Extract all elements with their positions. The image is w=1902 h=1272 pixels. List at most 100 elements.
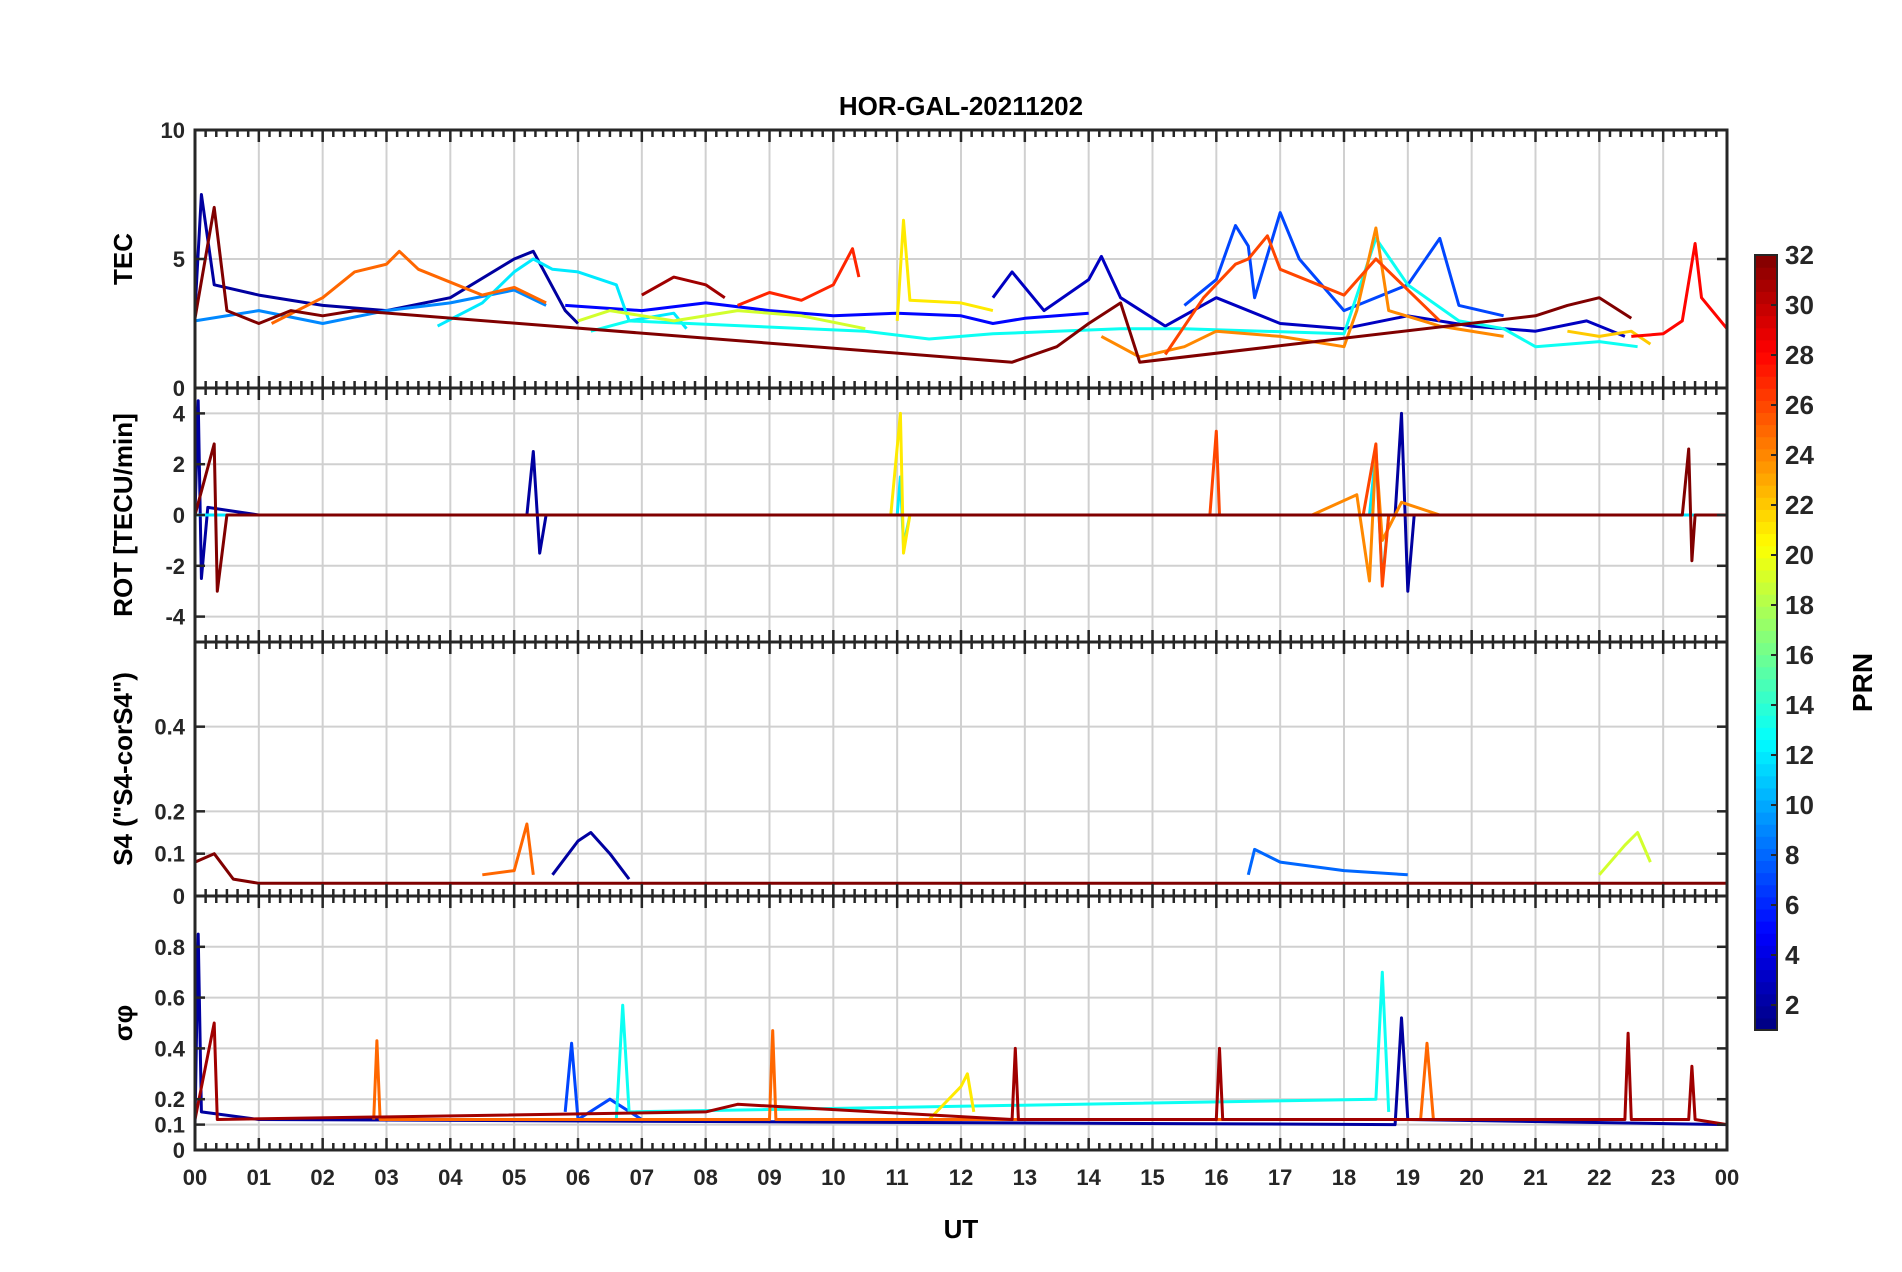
colorbar-segment (1755, 388, 1777, 401)
colorbar-segment (1755, 267, 1777, 280)
series-prn-21 (889, 411, 912, 555)
x-tick-label: 12 (949, 1165, 973, 1190)
series-prn-31 (641, 275, 726, 299)
colorbar-segment (1755, 884, 1777, 898)
colorbar-segment (1755, 981, 1777, 995)
series-prn-31 (193, 1021, 1728, 1127)
series-prn-5 (565, 301, 1089, 325)
x-tick-label: 18 (1332, 1165, 1356, 1190)
series-prn-13 (614, 970, 1391, 1120)
colorbar-tick-label: 22 (1785, 490, 1814, 520)
series-prn-32 (193, 205, 1633, 364)
colorbar-segment (1755, 933, 1777, 946)
colorbar-segment (1755, 497, 1777, 510)
colorbar-segment (1755, 799, 1777, 813)
colorbar-segment (1755, 872, 1777, 886)
colorbar-tick-label: 2 (1785, 990, 1799, 1020)
x-tick-label: 17 (1268, 1165, 1292, 1190)
y-axis-label: TEC (108, 233, 138, 285)
colorbar-tick-label: 20 (1785, 540, 1814, 570)
y-tick-label: 0 (173, 376, 185, 401)
colorbar-segment (1755, 908, 1777, 922)
colorbar-segment (1755, 545, 1777, 559)
colorbar-segment (1755, 727, 1777, 740)
colorbar-tick-label: 32 (1785, 240, 1814, 270)
panel-frame (193, 894, 1729, 1152)
y-axis-label: σφ (108, 1005, 138, 1041)
colorbar-segment (1755, 412, 1777, 426)
x-tick-label: 09 (757, 1165, 781, 1190)
colorbar-segment (1755, 812, 1777, 825)
series-prn-28 (1631, 242, 1729, 338)
colorbar-segment (1755, 472, 1777, 486)
x-tick-label: 13 (1013, 1165, 1037, 1190)
x-tick-label: 07 (630, 1165, 654, 1190)
colorbar-segment (1755, 315, 1777, 329)
series-prn-25 (482, 822, 535, 877)
y-tick-label: 10 (161, 118, 185, 143)
series-prn-19 (577, 309, 866, 331)
colorbar-tick-label: 14 (1785, 690, 1814, 720)
colorbar-tick-label: 30 (1785, 290, 1814, 320)
y-tick-label: 0.2 (154, 1087, 185, 1112)
x-tick-label: 15 (1140, 1165, 1164, 1190)
y-tick-label: 0.2 (154, 799, 185, 824)
panel-tec: 0 5 10 TEC (108, 118, 1729, 401)
x-tick-labels: 00 01 02 03 04 05 06 07 08 09 10 11 12 13 14 15 16 17 18 19… (183, 1165, 1739, 1190)
x-tick-label: 00 (183, 1165, 207, 1190)
x-tick-label: 22 (1587, 1165, 1611, 1190)
colorbar-tick-label: 10 (1785, 790, 1814, 820)
y-tick-label: 5 (173, 247, 185, 272)
colorbar-segment (1755, 848, 1777, 862)
colorbar-segment (1755, 255, 1777, 268)
colorbar-segment (1755, 618, 1777, 631)
y-tick-label: 0.4 (154, 715, 185, 740)
colorbar-segment (1755, 363, 1777, 377)
y-tick-label: 0.6 (154, 986, 185, 1011)
colorbar-tick-label: 8 (1785, 840, 1799, 870)
colorbar-segment (1755, 351, 1777, 365)
x-tick-label: 03 (374, 1165, 398, 1190)
x-tick-label: 11 (886, 1165, 909, 1190)
colorbar-segment (1755, 521, 1777, 535)
colorbar-segment (1755, 993, 1777, 1007)
colorbar-tick-label: 26 (1785, 390, 1814, 420)
x-tick-label: 14 (1076, 1165, 1101, 1190)
x-tick-label: 16 (1204, 1165, 1228, 1190)
colorbar-segment (1755, 424, 1777, 438)
colorbar-segment (1755, 339, 1777, 353)
colorbar-tick-label: 6 (1785, 890, 1799, 920)
colorbar-segment (1755, 533, 1777, 547)
colorbar-segment (1755, 327, 1777, 341)
y-tick-label: 0.1 (154, 1113, 185, 1138)
x-tick-label: 01 (247, 1165, 271, 1190)
y-tick-label: 0 (173, 1138, 185, 1163)
colorbar-segment (1755, 630, 1777, 644)
x-tick-label: 23 (1651, 1165, 1675, 1190)
colorbar-segment (1755, 606, 1777, 619)
y-tick-label: -2 (165, 554, 185, 579)
colorbar-segment (1755, 787, 1777, 801)
x-axis-label: UT (944, 1214, 979, 1244)
colorbar-segment (1755, 448, 1777, 462)
panel-rot: -4 -2 0 2 4 ROT [TECU/min] (108, 386, 1729, 644)
colorbar-segment (1755, 509, 1777, 523)
colorbar-tick-label: 4 (1785, 940, 1800, 970)
colorbar-segment (1755, 1017, 1777, 1031)
colorbar-segment (1755, 436, 1777, 450)
colorbar-segment (1755, 1005, 1777, 1019)
colorbar-segment (1755, 945, 1777, 958)
colorbar-tick-label: 12 (1785, 740, 1814, 770)
colorbar-segment (1755, 969, 1777, 983)
series-prn-21 (895, 218, 994, 321)
colorbar-segment (1755, 642, 1777, 656)
colorbar-segment (1755, 836, 1777, 849)
colorbar-segment (1755, 739, 1777, 753)
y-tick-label: 0 (173, 884, 185, 909)
colorbar-segment (1755, 690, 1777, 704)
x-tick-label: 10 (821, 1165, 845, 1190)
series-prn-3 (991, 254, 1626, 338)
panel-sigma: 00.10.2 0.4 0.6 0.8 σφ (108, 894, 1729, 1163)
